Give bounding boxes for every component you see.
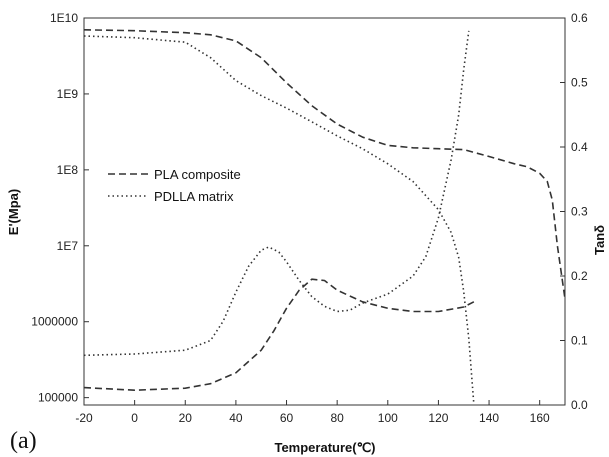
x-tick-label: 100 xyxy=(378,411,398,425)
y-left-tick-label: 1E7 xyxy=(57,239,79,253)
series-line-pla-composite-tan-delta xyxy=(83,278,477,392)
series-line-pla-composite-modulus xyxy=(83,29,566,300)
y-right-tick-label: 0.5 xyxy=(571,76,588,90)
x-tick-label: -20 xyxy=(75,411,93,425)
x-tick-label: 120 xyxy=(428,411,448,425)
series-line-pdlla-matrix-tan-delta xyxy=(83,30,470,357)
y-right-axis-ticks: 0.0 0.1 0.2 0.3 0.4 0.5 0.6 xyxy=(560,11,588,412)
x-axis-ticks: -20 0 20 40 60 80 100 120 140 160 xyxy=(75,400,550,425)
y-left-tick-label: 1E9 xyxy=(57,87,79,101)
x-axis-title: Temperature(℃) xyxy=(274,440,375,455)
legend: PLA composite PDLLA matrix xyxy=(108,167,241,204)
plot-lines xyxy=(83,29,566,406)
x-tick-label: 140 xyxy=(479,411,499,425)
series-line-pdlla-matrix-modulus xyxy=(83,35,475,406)
y-right-tick-label: 0.6 xyxy=(571,11,588,25)
y-right-tick-label: 0.0 xyxy=(571,398,588,412)
x-tick-label: 20 xyxy=(179,411,193,425)
y-left-tick-label: 1E10 xyxy=(50,11,78,25)
y-left-tick-label: 100000 xyxy=(38,391,78,405)
y-right-tick-label: 0.1 xyxy=(571,334,588,348)
y-left-axis-title: E'(Mpa) xyxy=(6,189,21,235)
legend-label-pdlla-matrix: PDLLA matrix xyxy=(154,189,234,204)
x-tick-label: 60 xyxy=(280,411,294,425)
y-left-tick-label: 1000000 xyxy=(31,315,78,329)
y-right-tick-label: 0.3 xyxy=(571,205,588,219)
legend-label-pla-composite: PLA composite xyxy=(154,167,241,182)
panel-tag: (a) xyxy=(10,428,37,454)
y-right-tick-label: 0.4 xyxy=(571,140,588,154)
x-tick-label: 0 xyxy=(131,411,138,425)
y-right-tick-label: 0.2 xyxy=(571,269,588,283)
x-tick-label: 160 xyxy=(530,411,550,425)
y-left-tick-label: 1E8 xyxy=(57,163,79,177)
x-tick-label: 40 xyxy=(229,411,243,425)
x-tick-label: 80 xyxy=(330,411,344,425)
y-right-axis-title: Tanδ xyxy=(592,225,607,255)
y-left-axis-ticks: 100000 1000000 1E7 1E8 1E9 1E10 xyxy=(31,11,89,405)
